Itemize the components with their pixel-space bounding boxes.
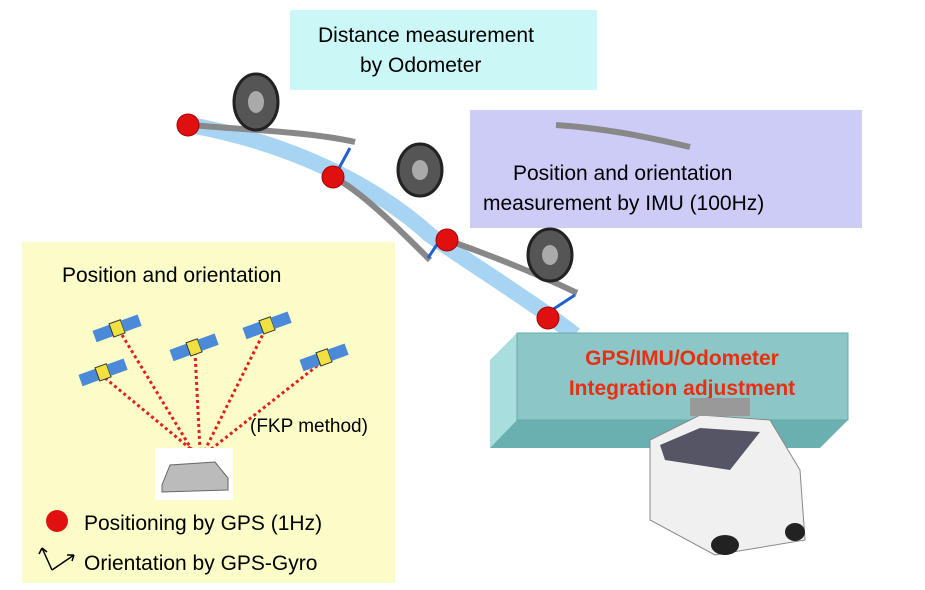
legend-dot [46,510,68,532]
imu-line1: Position and orientation [513,162,733,185]
odometer-line2: by Odometer [360,54,481,77]
imu-line2: measurement by IMU (100Hz) [483,192,764,215]
odometer-line1: Distance measurement [318,24,534,47]
small-car [162,462,228,492]
gps-title: Position and orientation [62,264,282,287]
legend-orientation: Orientation by GPS-Gyro [84,552,317,575]
legend-positioning: Positioning by GPS (1Hz) [84,512,322,535]
integration-line1: GPS/IMU/Odometer [585,347,779,370]
integration-line2: Integration adjustment [569,377,795,400]
fkp-method: (FKP method) [250,416,368,437]
odometer-box [290,10,597,90]
diagram: GPS/IMU/Odometer Integration adjustment … [0,0,925,585]
